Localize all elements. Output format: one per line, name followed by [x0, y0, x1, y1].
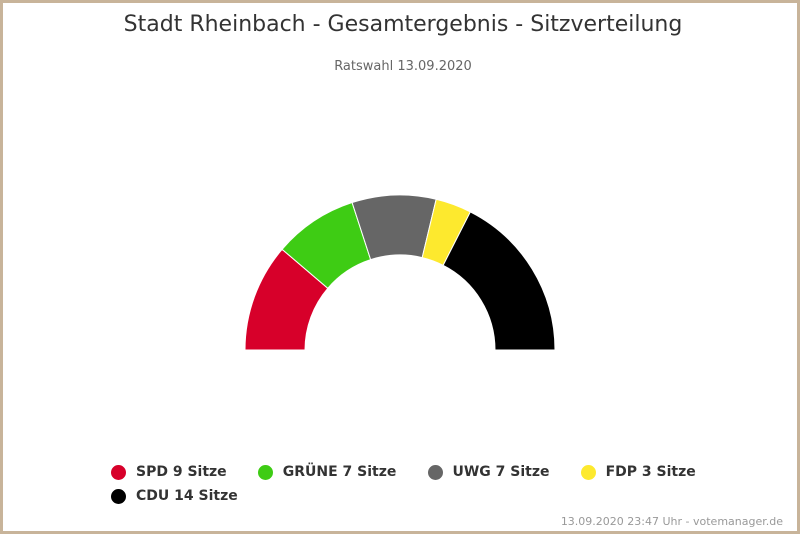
chart-subtitle: Ratswahl 13.09.2020 — [334, 59, 472, 74]
legend-marker-spd — [111, 464, 126, 480]
seat-distribution-chart — [244, 194, 556, 351]
chart-legend: SPD 9 Sitze GRÜNE 7 Sitze UWG 7 Sitze FD… — [111, 460, 731, 508]
legend-label-spd: SPD 9 Sitze — [136, 464, 227, 480]
legend-item-fdp[interactable]: FDP 3 Sitze — [580, 460, 696, 484]
legend-marker-uwg — [427, 464, 443, 480]
credits-text[interactable]: 13.09.2020 23:47 Uhr - votemanager.de — [560, 515, 783, 528]
legend-item-cdu[interactable]: CDU 14 Sitze — [111, 484, 238, 508]
legend-marker-gruene — [257, 464, 273, 480]
legend-marker-cdu — [111, 488, 126, 504]
legend-item-uwg[interactable]: UWG 7 Sitze — [427, 460, 550, 484]
legend-marker-fdp — [580, 464, 596, 480]
seat-segment-cdu[interactable] — [442, 211, 556, 351]
legend-label-gruene: GRÜNE 7 Sitze — [282, 464, 397, 480]
legend-label-fdp: FDP 3 Sitze — [605, 464, 696, 480]
legend-label-uwg: UWG 7 Sitze — [452, 464, 550, 480]
legend-item-spd[interactable]: SPD 9 Sitze — [111, 460, 227, 484]
chart-title: Stadt Rheinbach - Gesamtergebnis - Sitzv… — [123, 12, 683, 37]
legend-label-cdu: CDU 14 Sitze — [136, 488, 238, 504]
legend-item-gruene[interactable]: GRÜNE 7 Sitze — [257, 460, 397, 484]
